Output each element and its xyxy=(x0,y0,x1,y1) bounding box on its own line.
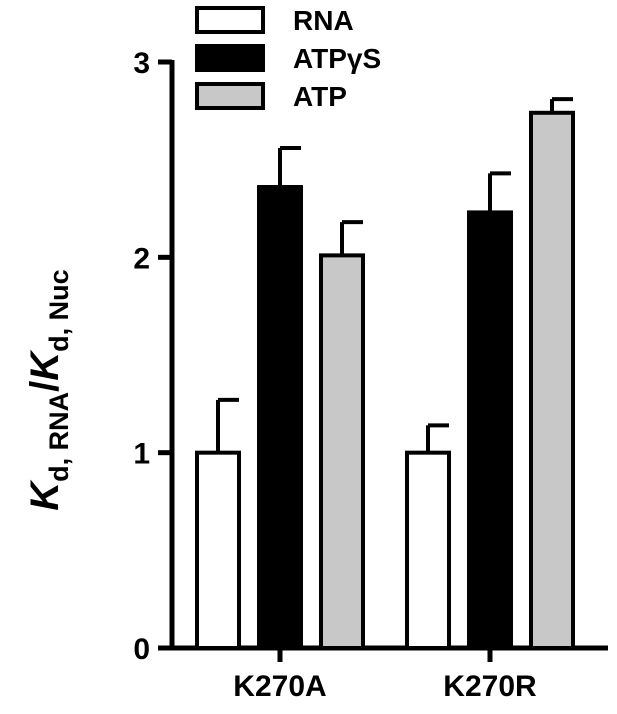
y-label-slash: / xyxy=(23,381,67,392)
legend-label: ATP xyxy=(293,81,347,112)
legend-swatch xyxy=(195,6,265,34)
y-label-k2: K xyxy=(23,349,67,381)
legend-swatch xyxy=(195,82,265,110)
legend: RNA ATPγS ATP xyxy=(195,5,381,112)
y-tick-label: 0 xyxy=(133,633,150,666)
bar xyxy=(319,253,365,650)
legend-label: ATPγS xyxy=(293,43,381,74)
legend-label: RNA xyxy=(293,5,354,36)
y-label-sub1: d, RNA xyxy=(44,392,74,482)
bar xyxy=(467,210,513,650)
bar xyxy=(257,185,303,650)
bar xyxy=(405,450,451,650)
legend-swatch xyxy=(195,44,265,72)
y-tick-label: 1 xyxy=(133,438,150,471)
x-tick-label: K270R xyxy=(443,670,537,703)
y-tick-label: 2 xyxy=(133,242,150,275)
y-label-k1: K xyxy=(23,479,67,511)
bar xyxy=(529,110,575,650)
y-axis-label: Kd, RNA/Kd, Nuc xyxy=(23,269,74,510)
x-tick-label: K270A xyxy=(233,670,326,703)
y-tick-label: 3 xyxy=(133,47,150,80)
bars xyxy=(195,97,575,650)
axes: 0 1 2 3 K270A K270R xyxy=(133,47,608,703)
bar xyxy=(195,450,241,650)
y-label-sub2: d, Nuc xyxy=(44,269,74,352)
